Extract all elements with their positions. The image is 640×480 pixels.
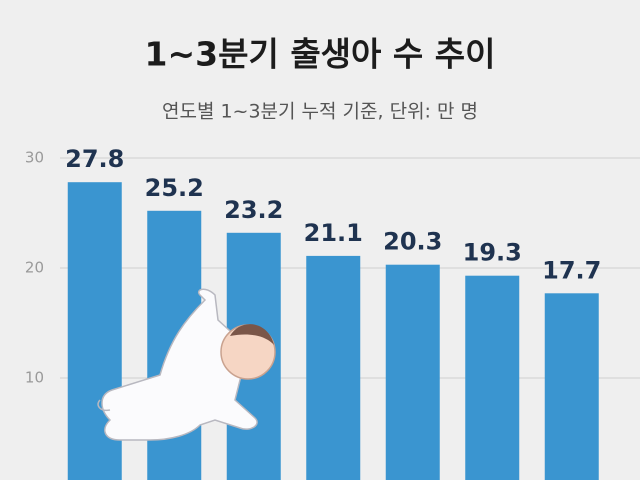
y-tick-label: 0 (34, 479, 44, 480)
bar (465, 275, 520, 480)
chart-title: 1~3분기 출생아 수 추이 (145, 35, 496, 74)
value-label: 21.1 (304, 219, 363, 247)
value-label: 23.2 (224, 196, 283, 224)
bar (544, 293, 599, 480)
value-label: 25.2 (145, 174, 204, 202)
value-label: 17.7 (542, 256, 601, 284)
y-tick-label: 20 (25, 259, 44, 277)
baby-hair (230, 324, 274, 345)
baby-illustration (97, 288, 276, 441)
value-label: 27.8 (65, 145, 124, 173)
bar (385, 264, 440, 480)
y-tick-label: 10 (25, 369, 44, 387)
y-tick-label: 30 (25, 149, 44, 167)
chart-subtitle: 연도별 1~3분기 누적 기준, 단위: 만 명 (162, 101, 478, 123)
plot: 0 10 20 30 27.8 25.2 23.2 21.1 20.3 19.3 17.7 (25, 145, 640, 480)
value-label: 20.3 (383, 228, 442, 256)
baby-foot (97, 399, 111, 412)
bar (306, 255, 361, 480)
value-label: 19.3 (463, 239, 522, 267)
